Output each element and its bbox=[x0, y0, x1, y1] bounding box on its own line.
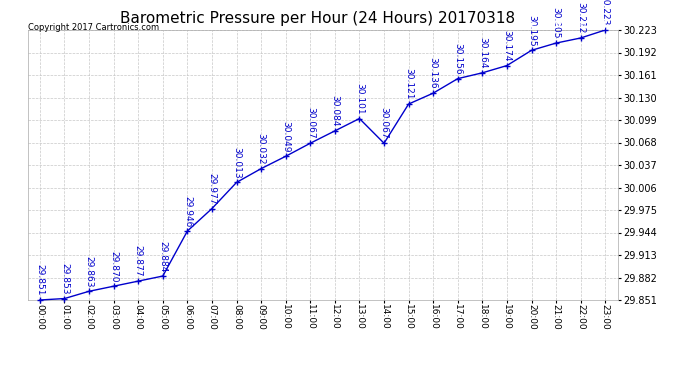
Text: 29.877: 29.877 bbox=[134, 246, 143, 277]
Text: 30.032: 30.032 bbox=[257, 133, 266, 165]
Text: 30.212: 30.212 bbox=[576, 3, 585, 34]
Text: 29.977: 29.977 bbox=[208, 173, 217, 204]
Text: 30.101: 30.101 bbox=[355, 83, 364, 114]
Text: 30.195: 30.195 bbox=[527, 15, 536, 46]
Text: Copyright 2017 Cartronics.com: Copyright 2017 Cartronics.com bbox=[28, 22, 159, 32]
Text: 29.853: 29.853 bbox=[60, 263, 69, 294]
Text: 30.164: 30.164 bbox=[478, 37, 487, 69]
Text: 30.121: 30.121 bbox=[404, 68, 413, 100]
Text: Pressure  (Inches/Hg): Pressure (Inches/Hg) bbox=[488, 20, 606, 30]
Text: 30.084: 30.084 bbox=[331, 95, 339, 127]
Text: 29.863: 29.863 bbox=[85, 256, 94, 287]
Text: 30.013: 30.013 bbox=[232, 147, 241, 178]
Text: 30.067: 30.067 bbox=[306, 107, 315, 139]
Text: 30.156: 30.156 bbox=[453, 43, 462, 75]
Text: 30.174: 30.174 bbox=[502, 30, 511, 62]
Text: 29.884: 29.884 bbox=[158, 240, 167, 272]
Text: 29.946: 29.946 bbox=[183, 195, 192, 227]
Text: 29.851: 29.851 bbox=[35, 264, 44, 296]
Text: 30.136: 30.136 bbox=[428, 57, 437, 89]
Text: Barometric Pressure per Hour (24 Hours) 20170318: Barometric Pressure per Hour (24 Hours) … bbox=[120, 11, 515, 26]
Text: 30.223: 30.223 bbox=[601, 0, 610, 26]
Text: 30.205: 30.205 bbox=[551, 8, 560, 39]
Text: 29.870: 29.870 bbox=[109, 251, 118, 282]
Text: 30.049: 30.049 bbox=[282, 121, 290, 152]
Text: 30.067: 30.067 bbox=[380, 107, 388, 139]
